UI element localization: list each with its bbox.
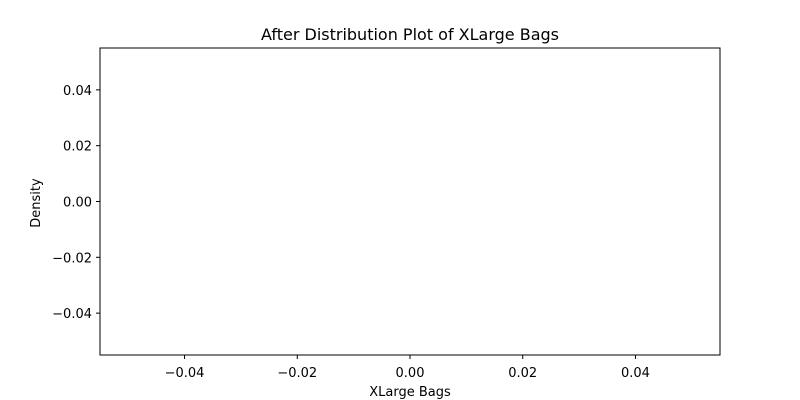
y-tick-label: 0.02: [63, 140, 92, 155]
y-tick-label: 0.00: [63, 196, 92, 211]
x-tick-label: 0.02: [508, 366, 537, 381]
x-axis: −0.04 −0.02 0.00 0.02 0.04: [165, 355, 650, 381]
x-tick-label: −0.02: [277, 366, 317, 381]
y-tick-label: 0.04: [63, 84, 92, 99]
y-axis: −0.04 −0.02 0.00 0.02 0.04: [52, 84, 100, 322]
y-tick-label: −0.04: [52, 307, 92, 322]
y-axis-label: Density: [29, 178, 44, 228]
x-tick-label: 0.04: [621, 366, 650, 381]
y-tick-label: −0.02: [52, 251, 92, 266]
x-axis-label: XLarge Bags: [369, 385, 451, 400]
plot-area: [99, 47, 721, 356]
x-tick-label: −0.04: [165, 366, 205, 381]
chart-title: After Distribution Plot of XLarge Bags: [261, 25, 559, 44]
x-tick-label: 0.00: [396, 366, 425, 381]
